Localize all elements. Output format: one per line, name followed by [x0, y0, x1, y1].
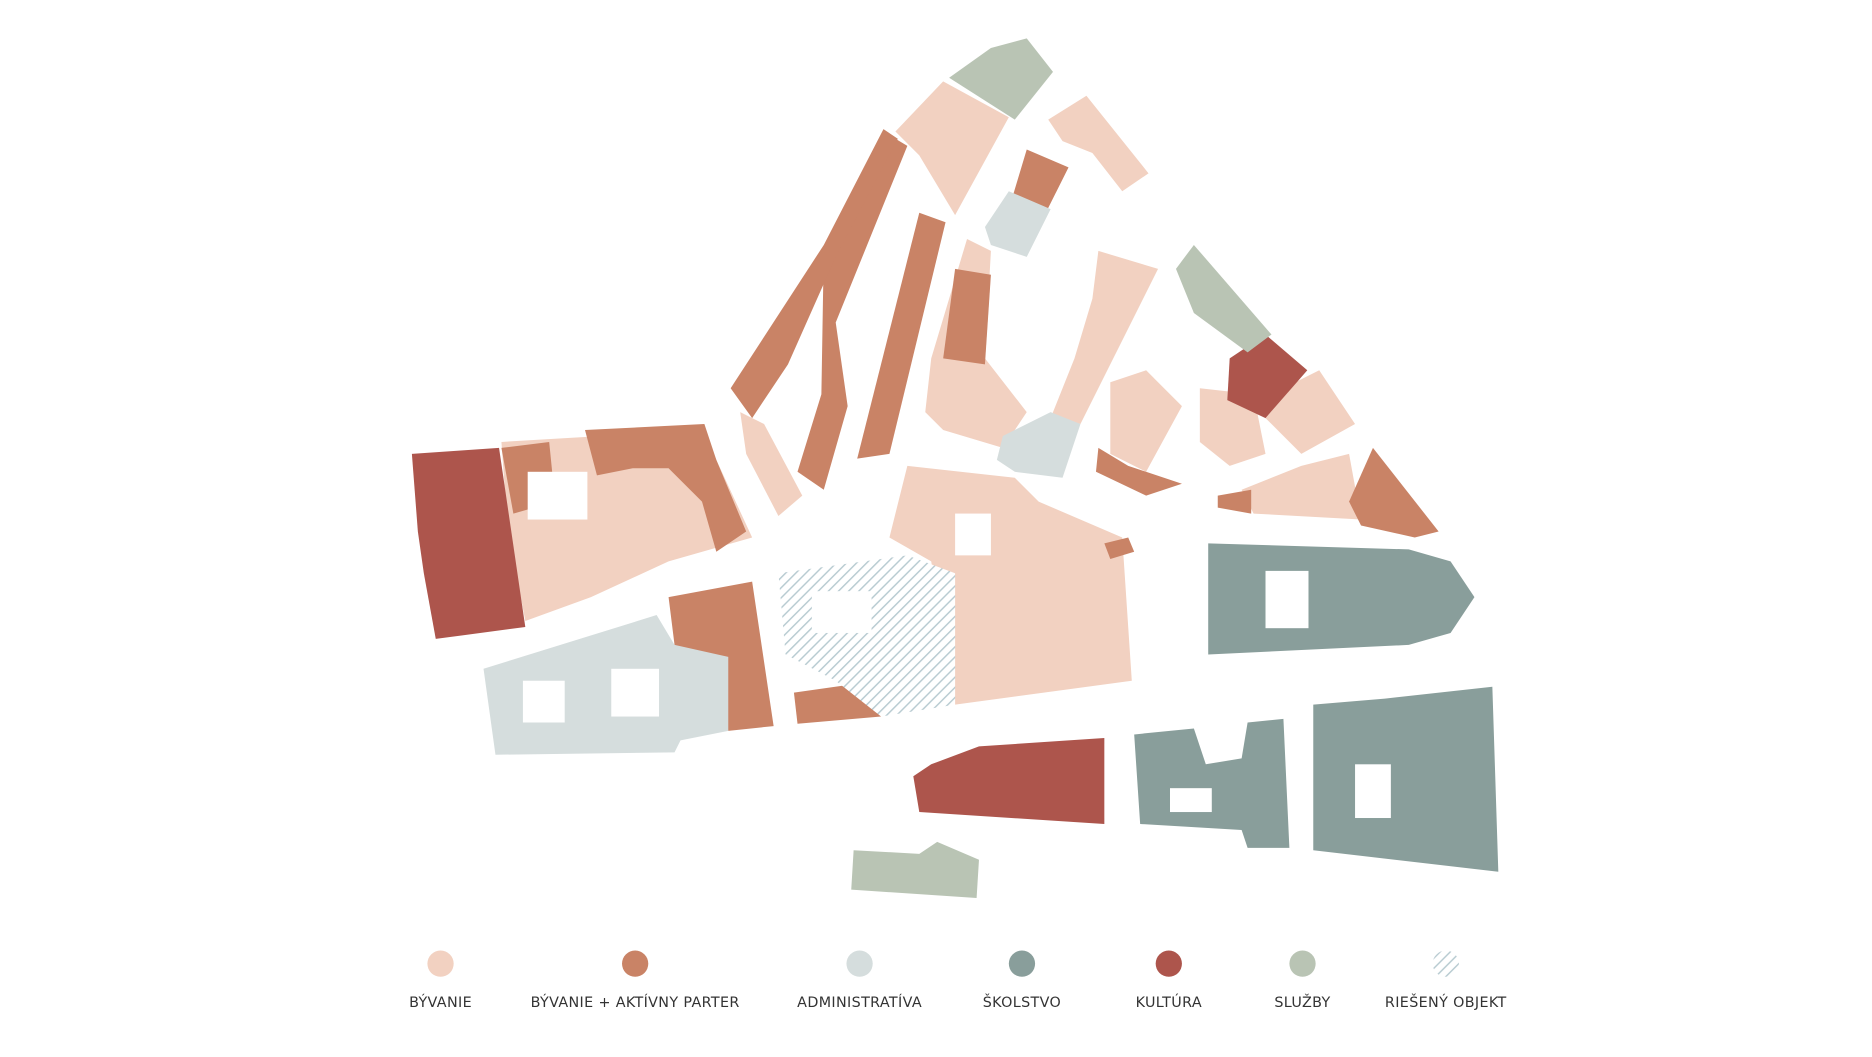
building: [857, 212, 946, 459]
building: [1110, 370, 1182, 472]
legend-swatch: [846, 950, 873, 977]
building: [797, 131, 908, 490]
legend-label: BÝVANIE + AKTÍVNY PARTER: [531, 993, 740, 1011]
building: [913, 738, 1105, 824]
legend-swatch: [1008, 950, 1036, 977]
building: [1050, 250, 1159, 425]
building: [851, 841, 979, 899]
legend-swatch: [1289, 950, 1316, 977]
legend-swatch: [427, 950, 454, 977]
building: [1012, 149, 1069, 216]
building: [585, 424, 747, 552]
building: [411, 447, 526, 639]
building: [895, 81, 1009, 216]
building: [1349, 447, 1439, 538]
building: [1048, 95, 1149, 192]
legend-label: KULTÚRA: [1136, 993, 1202, 1011]
building: [1241, 453, 1362, 520]
legend-swatch: [622, 950, 649, 977]
legend-label: BÝVANIE: [409, 993, 472, 1011]
legend-label: SLUŽBY: [1274, 993, 1330, 1011]
building: [1095, 447, 1182, 496]
building: [730, 129, 898, 419]
building: [740, 412, 803, 516]
building: [1134, 718, 1290, 848]
building: [1104, 537, 1135, 559]
legend-label: RIEŠENÝ OBJEKT: [1385, 993, 1507, 1011]
building: [1313, 686, 1499, 872]
building: [1217, 489, 1252, 514]
building: [1227, 334, 1308, 419]
buildings: [411, 38, 1499, 899]
legend-swatch: [1155, 950, 1182, 977]
building: [1175, 244, 1272, 353]
legend: BÝVANIE BÝVANIE + AKTÍVNY PARTER ADMINISTR…: [409, 950, 1507, 1011]
building: [943, 268, 991, 365]
legend-label: ŠKOLSTVO: [983, 993, 1061, 1011]
legend-label: ADMINISTRATÍVA: [797, 993, 922, 1011]
building: [949, 38, 1053, 120]
building: [996, 412, 1081, 478]
legend-swatch: [1432, 950, 1459, 977]
building: [984, 191, 1051, 257]
